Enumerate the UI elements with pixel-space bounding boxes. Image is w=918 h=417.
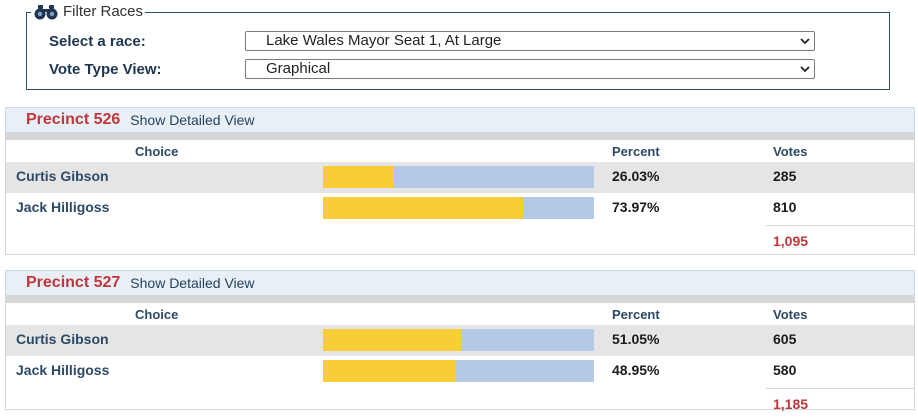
precinct-panel: Precinct 526 Show Detailed View Choice P… [5, 107, 915, 255]
filter-races-panel: Filter Races Select a race: Lake Wales M… [26, 4, 890, 90]
candidate-percent: 73.97% [612, 199, 660, 215]
candidate-name: Jack Hilligoss [16, 362, 110, 378]
vote-type-select[interactable]: Graphical [245, 59, 815, 79]
precinct-header: Precinct 527 Show Detailed View [6, 271, 914, 296]
table-row: Jack Hilligoss 73.97% 810 [6, 193, 914, 224]
candidate-name: Curtis Gibson [16, 331, 109, 347]
filter-legend: Filter Races [31, 3, 146, 20]
candidate-name: Curtis Gibson [16, 168, 109, 184]
candidate-percent: 26.03% [612, 168, 660, 184]
total-votes: 1,095 [773, 233, 809, 249]
precinct-title: Precinct 527 [26, 274, 121, 291]
filter-legend-label: Filter Races [63, 3, 144, 20]
candidate-percent: 51.05% [612, 331, 660, 347]
vote-share-fill [323, 329, 462, 351]
choice-header: Choice [135, 307, 179, 322]
vote-type-label: Vote Type View: [49, 61, 162, 78]
votes-header: Votes [773, 307, 808, 322]
table-row: Jack Hilligoss 48.95% 580 [6, 356, 914, 387]
choice-header: Choice [135, 144, 179, 159]
divider [6, 296, 914, 303]
table-row: Curtis Gibson 26.03% 285 [6, 162, 914, 193]
vote-share-fill [323, 197, 524, 219]
candidate-votes: 580 [773, 362, 797, 378]
vote-share-fill [323, 360, 456, 382]
show-detailed-view-link[interactable]: Show Detailed View [130, 275, 255, 291]
show-detailed-view-link[interactable]: Show Detailed View [130, 112, 255, 128]
total-divider [766, 388, 914, 389]
total-votes: 1,185 [773, 396, 809, 412]
percent-header: Percent [612, 144, 660, 159]
precinct-title: Precinct 526 [26, 111, 121, 128]
table-row: Curtis Gibson 51.05% 605 [6, 325, 914, 356]
race-select-label: Select a race: [49, 33, 146, 50]
binoculars-icon [34, 5, 58, 20]
total-row: 1,185 [6, 387, 914, 417]
vote-type-value: Graphical [266, 60, 331, 77]
vote-share-fill [323, 166, 394, 188]
vote-share-bar [323, 166, 594, 188]
total-divider [766, 225, 914, 226]
votes-header: Votes [773, 144, 808, 159]
race-select-value: Lake Wales Mayor Seat 1, At Large [266, 32, 502, 49]
vote-share-bar [323, 360, 594, 382]
precinct-panel: Precinct 527 Show Detailed View Choice P… [5, 270, 915, 412]
total-row: 1,095 [6, 224, 914, 254]
candidate-percent: 48.95% [612, 362, 660, 378]
candidate-votes: 810 [773, 199, 797, 215]
percent-header: Percent [612, 307, 660, 322]
race-select[interactable]: Lake Wales Mayor Seat 1, At Large [245, 31, 815, 51]
vote-share-bar [323, 329, 594, 351]
candidate-name: Jack Hilligoss [16, 199, 110, 215]
vote-share-bar [323, 197, 594, 219]
chevron-down-icon [800, 38, 810, 45]
candidate-votes: 285 [773, 168, 797, 184]
table-header: Choice Percent Votes [6, 140, 914, 162]
precinct-header: Precinct 526 Show Detailed View [6, 108, 914, 133]
table-header: Choice Percent Votes [6, 303, 914, 325]
candidate-votes: 605 [773, 331, 797, 347]
divider [6, 133, 914, 140]
chevron-down-icon [800, 66, 810, 73]
